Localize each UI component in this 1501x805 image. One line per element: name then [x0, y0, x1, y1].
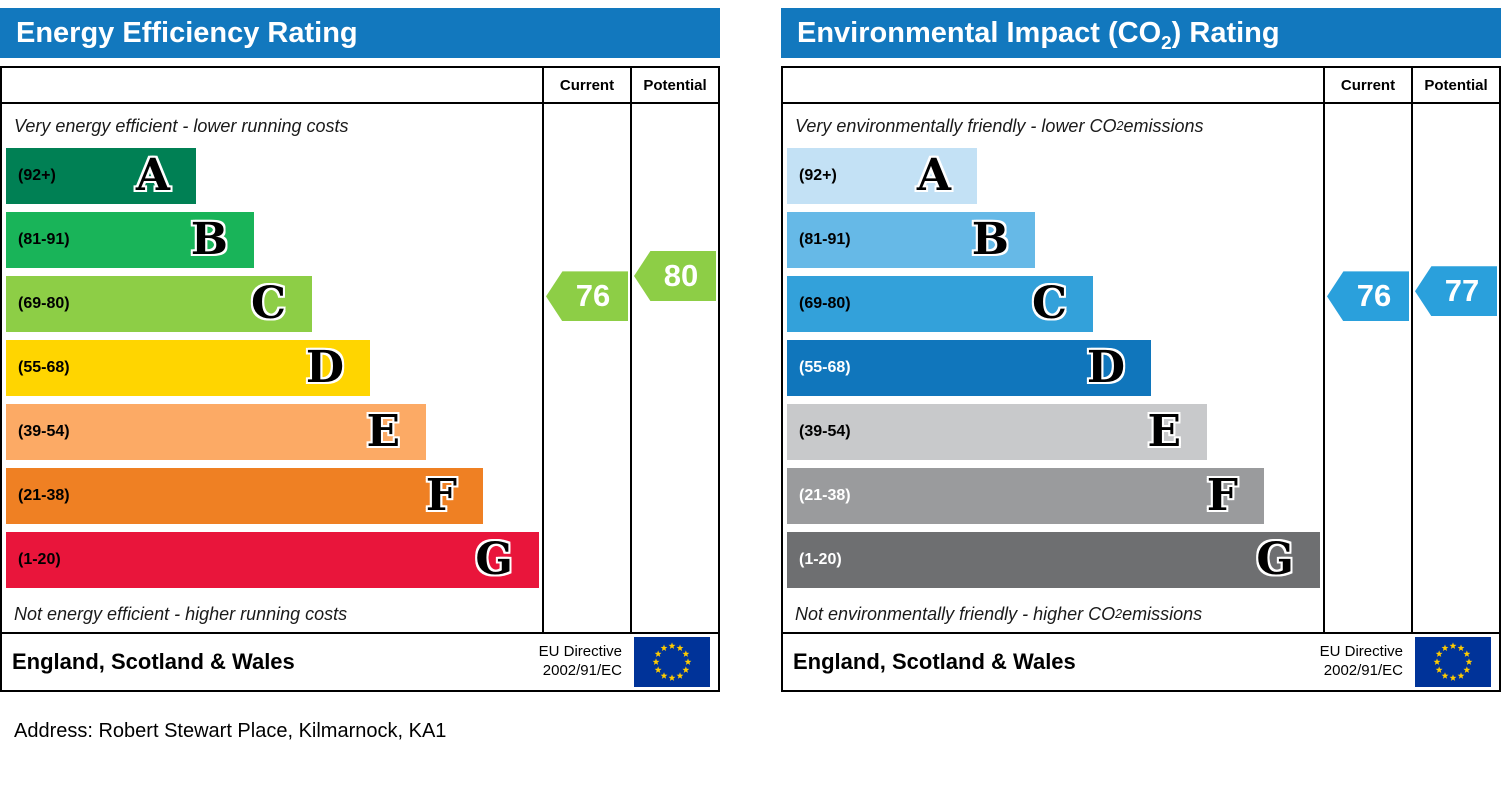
band-letter: G: [1256, 534, 1294, 585]
panel-title: Energy Efficiency Rating: [16, 17, 358, 49]
eu-directive-line2: 2002/91/EC: [542, 662, 622, 679]
panel-header: Energy Efficiency Rating: [0, 8, 720, 58]
region-label: England, Scotland & Wales: [12, 649, 295, 674]
band-range-label: (39-54): [18, 423, 70, 440]
band-range-label: (39-54): [799, 423, 851, 440]
column-divider: [1323, 104, 1325, 632]
band-f: (21-38) F: [6, 468, 483, 524]
band-range-label: (92+): [799, 167, 837, 184]
epc-charts-row: Energy Efficiency Rating Current Potenti…: [0, 8, 1501, 692]
band-b: (81-91) B: [787, 212, 1035, 268]
band-letter: B: [971, 214, 1009, 265]
eu-directive-label: EU Directive 2002/91/EC: [539, 643, 622, 681]
current-rating-arrow: 76: [1327, 271, 1409, 322]
band-letter: A: [916, 150, 951, 201]
band-letter: E: [366, 406, 400, 457]
current-rating-value: 76: [1356, 278, 1392, 314]
potential-column-header: Potential: [1411, 68, 1499, 102]
column-headers: Current Potential: [783, 68, 1499, 104]
band-range-label: (81-91): [799, 231, 851, 248]
band-range-label: (1-20): [799, 551, 842, 568]
band-letter: F: [425, 470, 457, 521]
eu-flag-icon: [1415, 637, 1491, 687]
band-letter: B: [190, 214, 228, 265]
eu-directive-label: EU Directive 2002/91/EC: [1320, 643, 1403, 681]
bands: (92+) A (81-91) B (69-80) C (55-68) D (39-54) E (2…: [2, 148, 718, 588]
column-headers: Current Potential: [2, 68, 718, 104]
energy-efficiency-panel: Energy Efficiency Rating Current Potenti…: [0, 8, 720, 692]
band-range-label: (69-80): [18, 295, 70, 312]
eu-flag-icon: [634, 637, 710, 687]
band-a: (92+) A: [787, 148, 977, 204]
potential-column-header: Potential: [630, 68, 718, 102]
caption-top: Very environmentally friendly - lower CO…: [795, 115, 1204, 136]
chart-area: Very environmentally friendly - lower CO…: [783, 104, 1499, 632]
band-b: (81-91) B: [6, 212, 254, 268]
chart-area: Very energy efficient - lower running co…: [2, 104, 718, 632]
address-label: Address: Robert Stewart Place, Kilmarnoc…: [14, 720, 447, 742]
band-g: (1-20) G: [787, 532, 1320, 588]
eu-directive-line2: 2002/91/EC: [1323, 662, 1403, 679]
eu-directive-line1: EU Directive: [1319, 643, 1403, 661]
footer: England, Scotland & Wales EU Directive 2…: [783, 632, 1499, 690]
band-letter: C: [1031, 278, 1067, 329]
band-range-label: (1-20): [18, 551, 61, 568]
band-range-label: (55-68): [18, 359, 70, 376]
band-range-label: (69-80): [799, 295, 851, 312]
band-letter: F: [1206, 470, 1238, 521]
band-a: (92+) A: [6, 148, 196, 204]
panel-header: Environmental Impact (CO2) Rating: [781, 8, 1501, 58]
band-c: (69-80) C: [6, 276, 312, 332]
caption-bottom: Not environmentally friendly - higher CO…: [795, 603, 1203, 624]
caption-bottom: Not energy efficient - higher running co…: [14, 603, 348, 624]
column-header-spacer: [783, 68, 1323, 102]
band-range-label: (55-68): [799, 359, 851, 376]
band-letter: E: [1147, 406, 1181, 457]
band-e: (39-54) E: [787, 404, 1207, 460]
current-column-header: Current: [542, 68, 630, 102]
panel-title: Environmental Impact (CO2) Rating: [797, 17, 1280, 53]
column-divider: [542, 104, 544, 632]
current-rating-arrow: 76: [546, 271, 628, 322]
potential-rating-value: 80: [663, 258, 699, 293]
band-letter: A: [135, 150, 170, 201]
caption-top: Very energy efficient - lower running co…: [14, 115, 349, 136]
band-d: (55-68) D: [6, 340, 370, 396]
band-range-label: (21-38): [18, 487, 70, 504]
epc-box: Current Potential Very energy efficient …: [0, 66, 720, 692]
region-label: England, Scotland & Wales: [793, 649, 1076, 674]
band-range-label: (92+): [18, 167, 56, 184]
band-c: (69-80) C: [787, 276, 1093, 332]
band-d: (55-68) D: [787, 340, 1151, 396]
band-letter: C: [250, 278, 286, 329]
current-column-header: Current: [1323, 68, 1411, 102]
band-range-label: (21-38): [799, 487, 851, 504]
column-divider: [630, 104, 632, 632]
potential-rating-value: 77: [1444, 273, 1480, 309]
band-range-label: (81-91): [18, 231, 70, 248]
band-letter: G: [475, 534, 513, 585]
bands: (92+) A (81-91) B (69-80) C (55-68) D (39-54) E (2…: [783, 148, 1499, 588]
column-header-spacer: [2, 68, 542, 102]
current-rating-value: 76: [575, 278, 611, 314]
band-g: (1-20) G: [6, 532, 539, 588]
potential-rating-arrow: 77: [1415, 266, 1497, 317]
column-divider: [1411, 104, 1413, 632]
potential-rating-arrow: 80: [634, 251, 716, 301]
band-letter: D: [1086, 342, 1125, 393]
band-e: (39-54) E: [6, 404, 426, 460]
footer: England, Scotland & Wales EU Directive 2…: [2, 632, 718, 690]
epc-box: Current Potential Very environmentally f…: [781, 66, 1501, 692]
environmental-impact-panel: Environmental Impact (CO2) Rating Curren…: [781, 8, 1501, 692]
band-f: (21-38) F: [787, 468, 1264, 524]
band-letter: D: [305, 342, 344, 393]
eu-directive-line1: EU Directive: [538, 643, 622, 661]
